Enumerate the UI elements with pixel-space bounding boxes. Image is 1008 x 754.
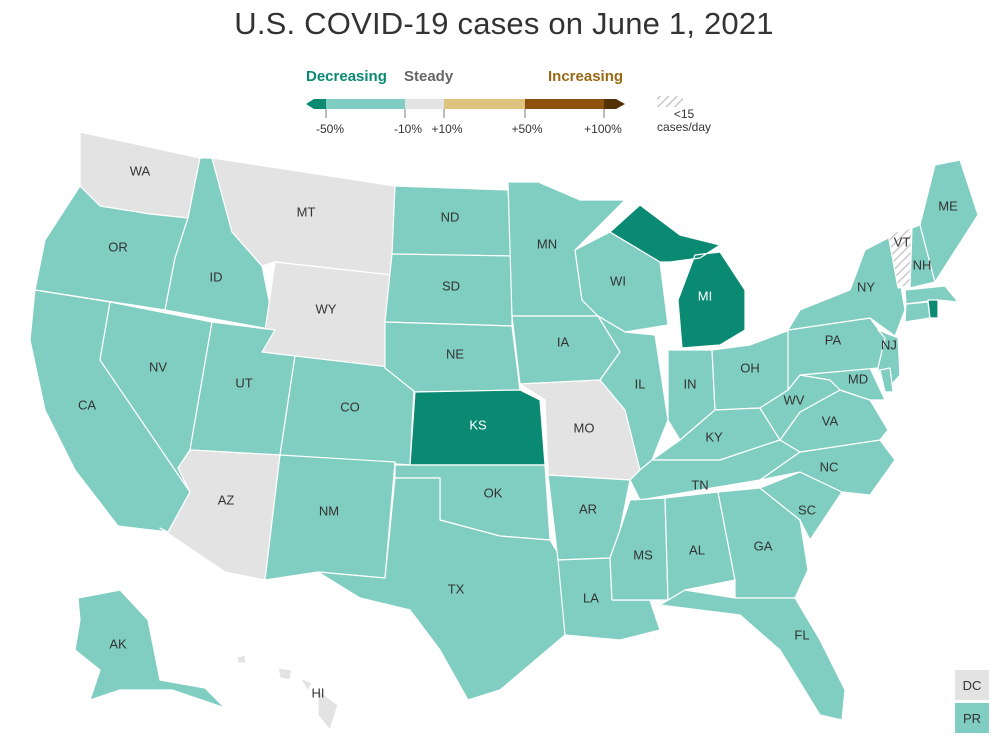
legend-swatch-strong-decrease xyxy=(306,99,326,109)
label-ks: KS xyxy=(469,417,487,432)
label-ut: UT xyxy=(235,375,252,390)
label-ky: KY xyxy=(705,429,723,444)
legend-decreasing-label: Decreasing xyxy=(306,68,387,85)
legend-swatch-very-strong-increase xyxy=(604,99,625,109)
legend-swatch-strong-increase xyxy=(525,99,604,109)
label-ak: AK xyxy=(109,636,127,651)
legend-swatch-lt15 xyxy=(657,96,683,107)
label-mt: MT xyxy=(297,204,316,219)
label-ny: NY xyxy=(857,279,875,294)
label-wa: WA xyxy=(130,163,151,178)
state-fl[interactable] xyxy=(659,589,846,721)
label-vt: VT xyxy=(894,234,911,249)
state-ma[interactable] xyxy=(904,285,959,305)
label-co: CO xyxy=(340,399,360,414)
label-sc: SC xyxy=(798,502,816,517)
state-ms[interactable] xyxy=(609,497,669,601)
state-de[interactable] xyxy=(879,367,894,393)
label-ia: IA xyxy=(557,334,570,349)
state-sc[interactable] xyxy=(759,471,843,541)
legend-increasing-label: Increasing xyxy=(548,68,624,85)
legend-tick-plus100: +100% xyxy=(584,122,622,136)
legend-swatch-decrease xyxy=(326,99,405,109)
state-ny[interactable] xyxy=(787,235,906,337)
legend-steady-label: Steady xyxy=(404,68,454,85)
label-mo: MO xyxy=(574,420,595,435)
label-pa: PA xyxy=(825,332,842,347)
label-nm: NM xyxy=(319,503,339,518)
label-nh: NH xyxy=(913,257,932,272)
label-fl: FL xyxy=(794,627,809,642)
legend-tick-minus50: -50% xyxy=(315,122,345,136)
label-ca: CA xyxy=(78,397,96,412)
legend-bar xyxy=(306,96,683,118)
states-layer xyxy=(29,131,979,731)
state-tx[interactable] xyxy=(317,477,566,701)
label-nj: NJ xyxy=(881,337,897,352)
state-me[interactable] xyxy=(919,159,979,283)
label-ga: GA xyxy=(754,538,773,553)
label-tn: TN xyxy=(691,477,708,492)
legend-swatch-steady xyxy=(405,99,444,109)
state-ak[interactable] xyxy=(74,589,226,709)
label-il: IL xyxy=(635,376,646,391)
label-md: MD xyxy=(848,371,868,386)
state-labels: WA OR CA ID NV MT WY UT AZ CO NM ND SD N… xyxy=(78,163,958,700)
label-me: ME xyxy=(938,198,958,213)
label-sd: SD xyxy=(442,278,460,293)
label-ne: NE xyxy=(446,346,464,361)
territory-pr[interactable]: PR xyxy=(955,703,989,733)
state-al[interactable] xyxy=(664,491,736,601)
state-mi[interactable] xyxy=(609,204,746,349)
legend-lt15-label: <15 cases/day xyxy=(657,107,712,134)
label-ar: AR xyxy=(579,501,597,516)
label-in: IN xyxy=(684,376,697,391)
label-id: ID xyxy=(210,269,223,284)
state-ct[interactable] xyxy=(904,301,931,323)
label-nd: ND xyxy=(441,209,460,224)
label-ms: MS xyxy=(633,547,653,562)
label-or: OR xyxy=(108,239,128,254)
label-mi: MI xyxy=(698,288,712,303)
label-oh: OH xyxy=(740,360,760,375)
label-hi: HI xyxy=(312,685,325,700)
state-ri[interactable] xyxy=(927,299,939,319)
map-title: U.S. COVID-19 cases on June 1, 2021 xyxy=(234,6,774,41)
legend-tick-plus10: +10% xyxy=(431,122,463,136)
legend-tick-plus50: +50% xyxy=(511,122,543,136)
legend-tick-minus10: -10% xyxy=(393,122,423,136)
label-az: AZ xyxy=(218,492,235,507)
legend-swatch-increase xyxy=(444,99,525,109)
label-la: LA xyxy=(583,590,599,605)
label-wy: WY xyxy=(316,301,337,316)
label-wv: WV xyxy=(784,392,805,407)
territory-dc[interactable]: DC xyxy=(955,670,989,700)
label-al: AL xyxy=(689,542,705,557)
label-wi: WI xyxy=(610,273,626,288)
label-nc: NC xyxy=(820,459,839,474)
label-ok: OK xyxy=(484,485,503,500)
label-mn: MN xyxy=(537,236,557,251)
state-hi[interactable] xyxy=(236,654,339,731)
label-tx: TX xyxy=(448,581,465,596)
label-nv: NV xyxy=(149,359,167,374)
state-ks[interactable] xyxy=(409,389,546,466)
label-va: VA xyxy=(822,413,839,428)
